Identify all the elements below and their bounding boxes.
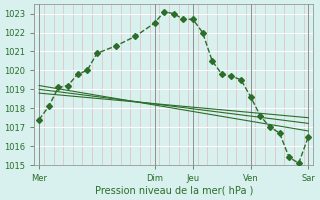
X-axis label: Pression niveau de la mer( hPa ): Pression niveau de la mer( hPa ): [94, 186, 253, 196]
